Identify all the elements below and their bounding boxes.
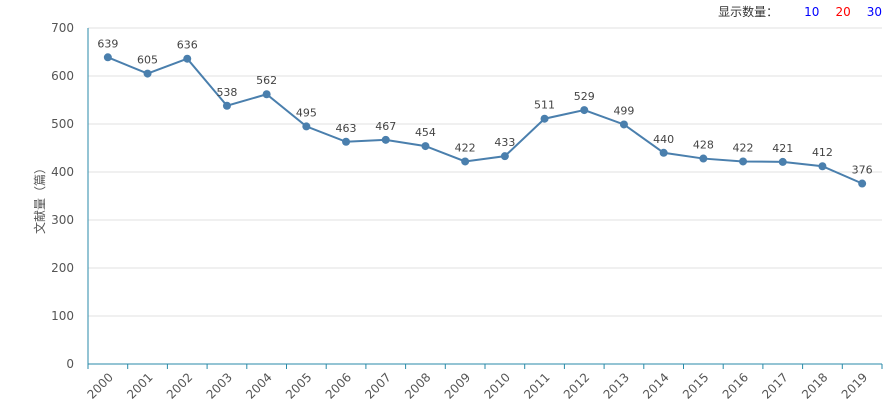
display-count-option-20[interactable]: 20 bbox=[835, 4, 851, 19]
data-point[interactable] bbox=[381, 135, 390, 144]
data-point[interactable] bbox=[461, 157, 470, 166]
data-label: 605 bbox=[137, 54, 158, 67]
data-label: 454 bbox=[415, 126, 436, 139]
display-count-label: 显示数量： bbox=[718, 5, 779, 19]
y-tick-label: 600 bbox=[51, 69, 74, 83]
data-point[interactable] bbox=[500, 152, 509, 161]
data-label: 428 bbox=[693, 139, 714, 152]
x-tick-label: 2010 bbox=[481, 370, 512, 401]
data-label: 529 bbox=[574, 90, 595, 103]
data-label: 422 bbox=[733, 141, 754, 154]
x-tick-label: 2018 bbox=[799, 370, 830, 401]
x-tick-label: 2012 bbox=[561, 370, 592, 401]
y-tick-label: 300 bbox=[51, 213, 74, 227]
data-point[interactable] bbox=[222, 101, 231, 110]
data-label: 376 bbox=[852, 164, 873, 177]
data-label: 538 bbox=[216, 86, 237, 99]
x-tick-label: 2017 bbox=[759, 370, 790, 401]
y-tick-label: 0 bbox=[66, 357, 74, 371]
data-point[interactable] bbox=[421, 142, 430, 151]
x-tick-label: 2016 bbox=[720, 370, 751, 401]
y-tick-label: 700 bbox=[51, 21, 74, 35]
data-point[interactable] bbox=[699, 154, 708, 163]
y-tick-label: 100 bbox=[51, 309, 74, 323]
data-label: 467 bbox=[375, 120, 396, 133]
data-labels: 639 605 636 538 562 495 463 467 454 422 433 511 529 4… bbox=[97, 37, 872, 176]
data-point[interactable] bbox=[143, 69, 152, 78]
series-line-path bbox=[107, 56, 863, 185]
data-point[interactable] bbox=[739, 157, 748, 166]
data-label: 421 bbox=[772, 142, 793, 155]
data-label: 562 bbox=[256, 74, 277, 87]
data-label: 639 bbox=[97, 37, 118, 50]
y-tick-label: 400 bbox=[51, 165, 74, 179]
data-point[interactable] bbox=[183, 54, 192, 63]
x-tick-label: 2013 bbox=[601, 370, 632, 401]
data-point[interactable] bbox=[778, 157, 787, 166]
axes: 0 100 200 300 400 500 600 700 2000 2001 2002 2003 20… bbox=[51, 21, 883, 402]
data-label: 463 bbox=[336, 122, 357, 135]
data-label: 636 bbox=[177, 39, 198, 52]
x-tick-label: 2003 bbox=[204, 370, 235, 401]
series-line bbox=[107, 56, 863, 185]
x-tick-label: 2002 bbox=[164, 370, 195, 401]
x-tick-label: 2014 bbox=[640, 370, 671, 401]
data-point[interactable] bbox=[103, 53, 112, 62]
x-tick-label: 2007 bbox=[362, 370, 393, 401]
x-tick-label: 2009 bbox=[442, 370, 473, 401]
data-label: 422 bbox=[455, 141, 476, 154]
x-tick-label: 2001 bbox=[124, 370, 155, 401]
grid-lines bbox=[88, 27, 882, 317]
x-tick-label: 2004 bbox=[243, 370, 274, 401]
data-label: 511 bbox=[534, 99, 555, 112]
x-tick-label: 2005 bbox=[283, 370, 314, 401]
x-tick-label: 2008 bbox=[402, 370, 433, 401]
data-label: 495 bbox=[296, 106, 317, 119]
display-count-option-30[interactable]: 30 bbox=[866, 4, 882, 19]
data-label: 499 bbox=[613, 104, 634, 117]
x-tick-label: 2006 bbox=[323, 370, 354, 401]
data-label: 440 bbox=[653, 133, 674, 146]
data-point[interactable] bbox=[540, 114, 549, 123]
display-count-selector: 显示数量： 10 20 30 bbox=[718, 3, 882, 20]
y-tick-label: 500 bbox=[51, 117, 74, 131]
x-tick-label: 2011 bbox=[521, 370, 552, 401]
x-tick-label: 2000 bbox=[84, 370, 115, 401]
data-label: 433 bbox=[494, 136, 515, 149]
data-point[interactable] bbox=[619, 120, 628, 129]
data-point[interactable] bbox=[858, 179, 867, 188]
data-point[interactable] bbox=[659, 148, 668, 157]
display-count-option-10[interactable]: 10 bbox=[804, 4, 820, 19]
x-tick-label: 2019 bbox=[839, 370, 870, 401]
data-point[interactable] bbox=[262, 90, 271, 99]
data-point[interactable] bbox=[342, 137, 351, 146]
data-points bbox=[103, 53, 867, 188]
y-tick-label: 200 bbox=[51, 261, 74, 275]
x-tick-label: 2015 bbox=[680, 370, 711, 401]
y-axis-title: 文献量（篇） bbox=[32, 162, 47, 234]
data-point[interactable] bbox=[580, 106, 589, 115]
data-point[interactable] bbox=[302, 122, 311, 131]
data-point[interactable] bbox=[818, 162, 827, 171]
data-label: 412 bbox=[812, 146, 833, 159]
